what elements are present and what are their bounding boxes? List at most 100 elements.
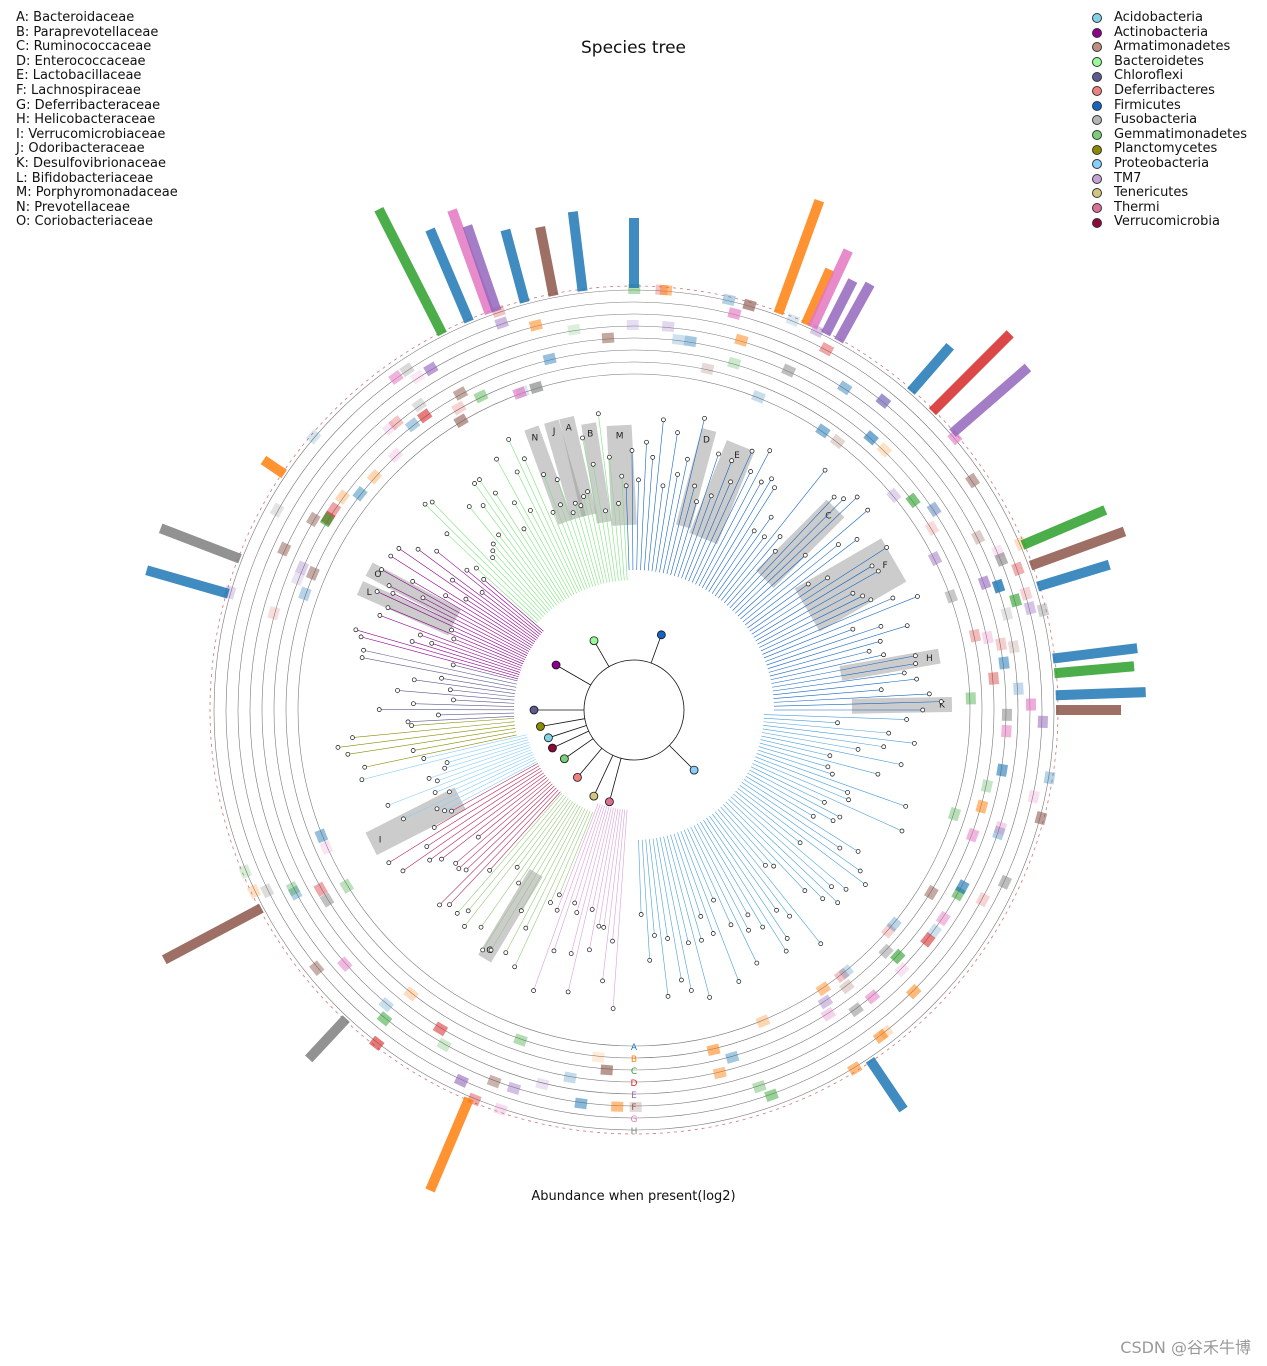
heatmap-cell [839,978,855,995]
leaf-node [938,699,944,704]
leaf-node [810,813,816,819]
leaf-node [426,776,432,781]
phylum-node [573,773,582,782]
leaf-branch [508,439,580,593]
clade-label: H [926,654,933,664]
heatmap-cell [399,362,415,378]
leaf-branch [550,810,591,903]
heatmap-cell [453,413,469,429]
clade-highlight [839,648,941,681]
leaf-branch [706,817,788,939]
leaf-node [420,595,426,601]
leaf-branch [728,799,838,903]
heatmap-cell [1011,561,1025,577]
leaf-branch [352,721,515,738]
family-legend-item: D: Enterococcaceae [16,53,146,69]
leaf-branch [379,615,522,669]
leaf-node [835,900,841,906]
leaf-node [866,648,872,654]
leaf-branch [773,689,882,699]
heatmap-cell [965,827,980,843]
leaf-branch [690,826,758,964]
heatmap-cell [880,922,897,939]
leaf-node [837,845,843,851]
clade-label: J [552,427,556,437]
heatmap-cell [878,943,894,960]
leaf-branch [612,809,626,942]
leaf-branch [771,655,916,684]
leaf-node [846,797,851,803]
legend-marker-icon [1092,159,1102,170]
family-legend-item: A: Bacteroidaceae [16,10,135,25]
leaf-node [647,957,653,963]
leaf-branch [711,530,755,594]
leaf-node [361,647,366,653]
leaf-branch [761,735,902,765]
leaf-node [451,636,457,642]
leaf-node [748,469,754,474]
legend-marker-icon [1092,71,1102,82]
ring-circle [213,289,1055,1131]
leaf-branch [733,793,847,890]
leaf-node [913,653,918,659]
leaf-node [890,595,896,601]
clade-label: O [374,570,381,580]
clade-highlight [689,440,755,545]
leaf-branch [583,496,605,584]
phylum-legend-item: Proteobacteria [1092,156,1247,172]
leaf-node [447,687,453,693]
abundance-bar [462,224,502,313]
heatmap-cell [817,994,834,1010]
leaf-branch [482,802,576,951]
leaf-branch [482,505,558,606]
leaf-node [601,925,607,930]
ring-label: D [631,1079,638,1089]
leaf-node [830,818,836,824]
leaf-branch [673,501,697,576]
heatmap-cell [755,1014,771,1029]
leaf-branch [763,714,907,720]
heatmap-cell [935,910,951,927]
leaf-node [855,849,861,854]
heatmap-cell [994,552,1009,567]
leaf-node [427,857,433,863]
leaf-node [661,417,666,423]
phylum-node [529,705,539,715]
leaf-branch [726,551,776,606]
heatmap-cell [706,1043,721,1057]
leaf-branch [489,791,561,871]
leaf-branch [659,837,692,991]
leaf-node [572,900,578,906]
leaf-node [820,896,826,902]
leaf-branch [656,837,682,981]
leaf-node [660,483,666,489]
heatmap-cell [319,511,335,528]
leaf-node [437,902,442,908]
heatmap-cell [977,575,992,591]
heatmap-cell [727,356,742,370]
leaf-node [410,748,416,753]
leaf-node [679,977,684,983]
leaf-node [855,747,861,752]
phylum-node [656,630,666,640]
leaf-node [556,892,562,898]
leaf-branch [714,811,822,944]
heatmap-cell [996,763,1009,777]
leaf-branch [662,459,688,574]
leaf-node [462,924,467,929]
leaf-node [835,720,840,726]
abundance-bar [773,198,825,316]
leaf-branch [677,453,719,578]
leaf-branch [765,628,853,662]
leaf-branch [496,459,572,597]
leaf-branch [755,756,848,793]
legend-marker-icon [1092,57,1102,68]
leaf-node [699,937,704,943]
leaf-branch [521,805,581,911]
leaf-branch [360,636,519,680]
clade-label: B [587,429,593,439]
leaf-branch [753,565,873,638]
leaf-branch [640,442,647,571]
heatmap-cell [905,983,922,1000]
leaf-node [589,907,595,912]
